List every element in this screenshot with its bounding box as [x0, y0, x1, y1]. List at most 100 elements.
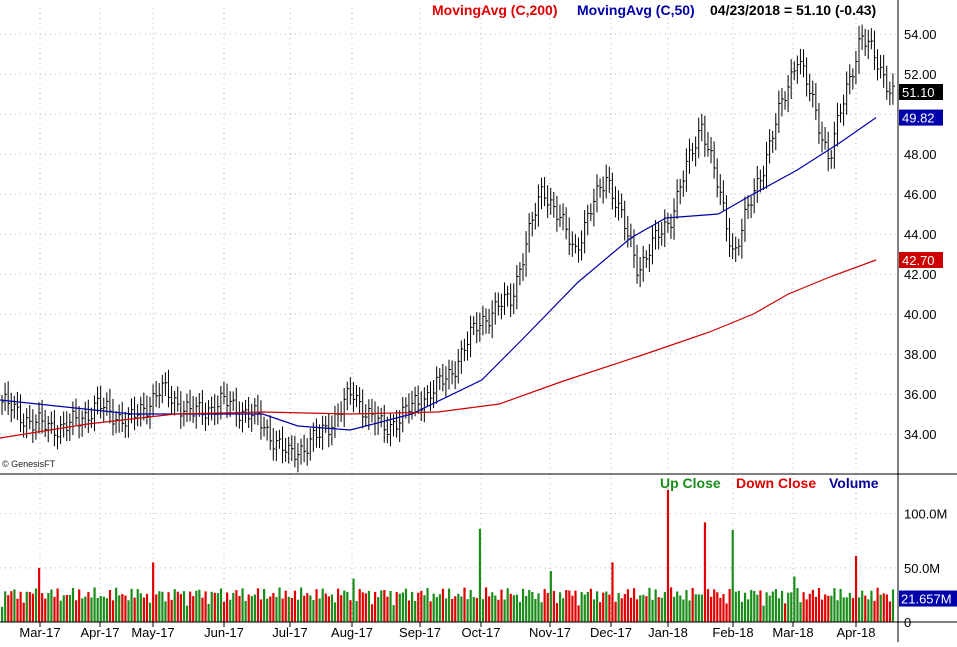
volume-bar [676, 591, 679, 622]
volume-bar [306, 593, 309, 622]
volume-bar [321, 588, 324, 622]
volume-bar [648, 587, 651, 622]
volume-bar [16, 598, 19, 622]
volume-bar [204, 591, 207, 622]
volume-bar [796, 588, 799, 622]
volume-bar [173, 589, 176, 622]
volume-bar [799, 602, 802, 622]
volume-bar [386, 596, 389, 622]
volume-bar [673, 596, 676, 622]
volume-bar [768, 595, 771, 622]
volume-tick-label: 50.0M [904, 561, 940, 576]
volume-bar [858, 597, 861, 622]
ma50-line [0, 117, 877, 431]
month-tick-label: May-17 [131, 625, 174, 640]
volume-bar [256, 588, 260, 622]
volume-bar [102, 596, 105, 622]
volume-bar [300, 587, 303, 622]
volume-bar [722, 594, 725, 622]
volume-bar [377, 597, 380, 622]
volume-bar [407, 600, 411, 622]
volume-bar [546, 592, 549, 622]
volume-bar [743, 592, 747, 622]
volume-bar [475, 597, 478, 622]
volume-bar [31, 593, 35, 622]
volume-bar [750, 589, 753, 622]
volume-bar [762, 605, 765, 622]
volume-bar [370, 604, 374, 622]
volume-bar [127, 600, 130, 622]
volume-bar [481, 599, 485, 622]
volume-bar [558, 592, 562, 622]
volume-bar [337, 588, 340, 622]
volume-bar [155, 594, 158, 622]
volume-bar [56, 588, 59, 622]
volume-bar [284, 590, 287, 622]
volume-bar [457, 593, 460, 622]
volume-bar [780, 590, 784, 622]
volume-bar [531, 592, 534, 622]
volume-bar [222, 601, 226, 622]
volume-bar [774, 589, 777, 622]
down-close-legend: Down Close [736, 475, 817, 491]
volume-bar [44, 598, 47, 622]
volume-bar [623, 594, 626, 622]
volume-bar [873, 600, 876, 622]
volume-bar [358, 589, 361, 622]
volume-bar [891, 589, 895, 622]
volume-bar [364, 593, 367, 622]
volume-bar [167, 592, 170, 622]
volume-bar [824, 594, 827, 622]
volume-bar [37, 567, 41, 622]
volume-bar [842, 597, 845, 622]
last-volume-tag: 21.657M [901, 592, 952, 607]
month-tick-label: Jul-17 [272, 625, 307, 640]
volume-bar [192, 596, 195, 622]
volume-bar [7, 595, 10, 622]
volume-bar [740, 601, 744, 622]
volume-bar [654, 589, 657, 622]
volume-bar [876, 587, 879, 622]
volume-bar [244, 600, 247, 622]
volume-bar [250, 596, 253, 622]
volume-bar [571, 595, 574, 622]
volume-bar [374, 591, 377, 622]
volume-bar [697, 594, 700, 622]
volume-bar [432, 593, 435, 622]
volume-bar [34, 588, 38, 622]
volume-bar [189, 591, 192, 622]
volume-bar [312, 600, 315, 622]
volume-bar [518, 602, 522, 622]
volume-bar [463, 587, 466, 622]
volume-bar [731, 529, 734, 622]
price-tick-label: 44.00 [904, 227, 937, 242]
volume-bar [805, 599, 808, 622]
volume-bar [525, 595, 528, 622]
volume-bar [617, 592, 620, 622]
volume-bar [423, 595, 426, 622]
ma50-legend: MovingAvg (C,50) [577, 2, 695, 18]
volume-bar [478, 528, 482, 622]
volume-bar [50, 589, 53, 622]
volume-bar [466, 599, 469, 622]
volume-bar [497, 599, 500, 622]
volume-bar [632, 588, 636, 622]
volume-bar [53, 596, 56, 622]
volume-bar [404, 588, 408, 622]
volume-bar [528, 589, 531, 622]
volume-bar [352, 578, 355, 622]
volume-bar [216, 593, 219, 622]
volume-bar [74, 600, 78, 622]
volume-bar [296, 599, 300, 622]
volume-bar [500, 589, 503, 622]
volume-bar [59, 600, 62, 622]
volume-bar [848, 592, 851, 622]
volume-bar [469, 589, 472, 622]
volume-bar [411, 591, 414, 622]
volume-bar [349, 600, 352, 622]
volume-bar [275, 596, 278, 622]
ma200-value-tag-bg [899, 252, 943, 268]
volume-bar [725, 603, 728, 622]
volume-bar [839, 588, 842, 622]
volume-bar [814, 596, 818, 622]
